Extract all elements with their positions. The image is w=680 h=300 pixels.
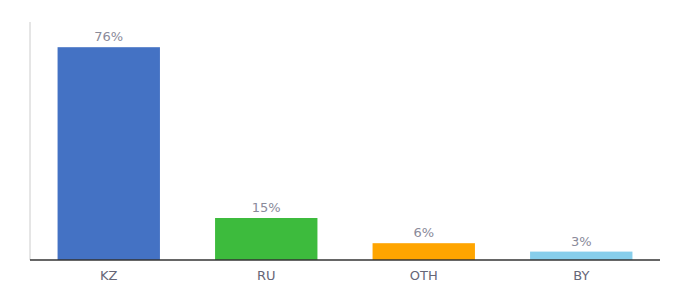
x-tick-label: RU [257, 268, 276, 283]
bar [373, 243, 475, 260]
data-label: 76% [94, 29, 123, 44]
chart-svg: KZ RU OTH BY 76% 15% 6% 3% [0, 0, 680, 300]
x-axis-line [30, 259, 660, 261]
data-label: 6% [413, 225, 434, 240]
bars [58, 47, 633, 260]
x-tick-label: OTH [410, 268, 438, 283]
bar [58, 47, 160, 260]
data-label: 3% [571, 234, 592, 249]
bar [215, 218, 317, 260]
bar [530, 252, 632, 260]
chart-container: KZ RU OTH BY 76% 15% 6% 3% [0, 0, 680, 300]
data-label: 15% [252, 200, 281, 215]
x-tick-label: KZ [100, 268, 118, 283]
y-axis-line [30, 22, 31, 260]
x-tick-label: BY [573, 268, 589, 283]
